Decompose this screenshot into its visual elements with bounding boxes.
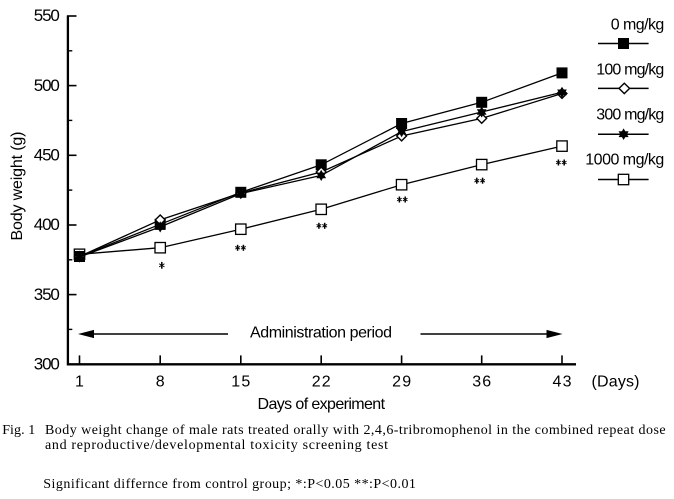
svg-text:and reproductive/developmental: and reproductive/developmental toxicity … xyxy=(45,438,388,453)
svg-text:500: 500 xyxy=(34,76,60,95)
svg-text:1: 1 xyxy=(75,373,84,390)
svg-text:0 mg/kg: 0 mg/kg xyxy=(611,16,665,33)
svg-text:300 mg/kg: 300 mg/kg xyxy=(596,107,664,124)
svg-text:350: 350 xyxy=(34,285,60,304)
svg-text:Significant differnce from con: Significant differnce from control group… xyxy=(43,477,416,492)
svg-text:Administration period: Administration period xyxy=(250,325,392,342)
svg-text:Body weight change of male rat: Body weight change of male rats treated … xyxy=(45,423,666,438)
svg-text:400: 400 xyxy=(34,215,60,234)
svg-text:43: 43 xyxy=(553,373,572,390)
svg-text:22: 22 xyxy=(312,373,331,390)
svg-text:29: 29 xyxy=(392,373,411,390)
svg-text:Body weight (g): Body weight (g) xyxy=(9,132,26,241)
svg-text:15: 15 xyxy=(231,373,250,390)
svg-text:(Days): (Days) xyxy=(592,373,640,390)
svg-text:36: 36 xyxy=(472,373,491,390)
svg-text:100 mg/kg: 100 mg/kg xyxy=(596,62,664,79)
svg-text:8: 8 xyxy=(156,373,165,390)
svg-text:550: 550 xyxy=(34,6,60,25)
svg-text:450: 450 xyxy=(34,146,60,165)
svg-text:Fig. 1: Fig. 1 xyxy=(2,423,35,438)
svg-text:1000 mg/kg: 1000 mg/kg xyxy=(585,152,664,169)
svg-text:300: 300 xyxy=(34,355,60,374)
svg-text:Days of experiment: Days of experiment xyxy=(258,396,386,413)
